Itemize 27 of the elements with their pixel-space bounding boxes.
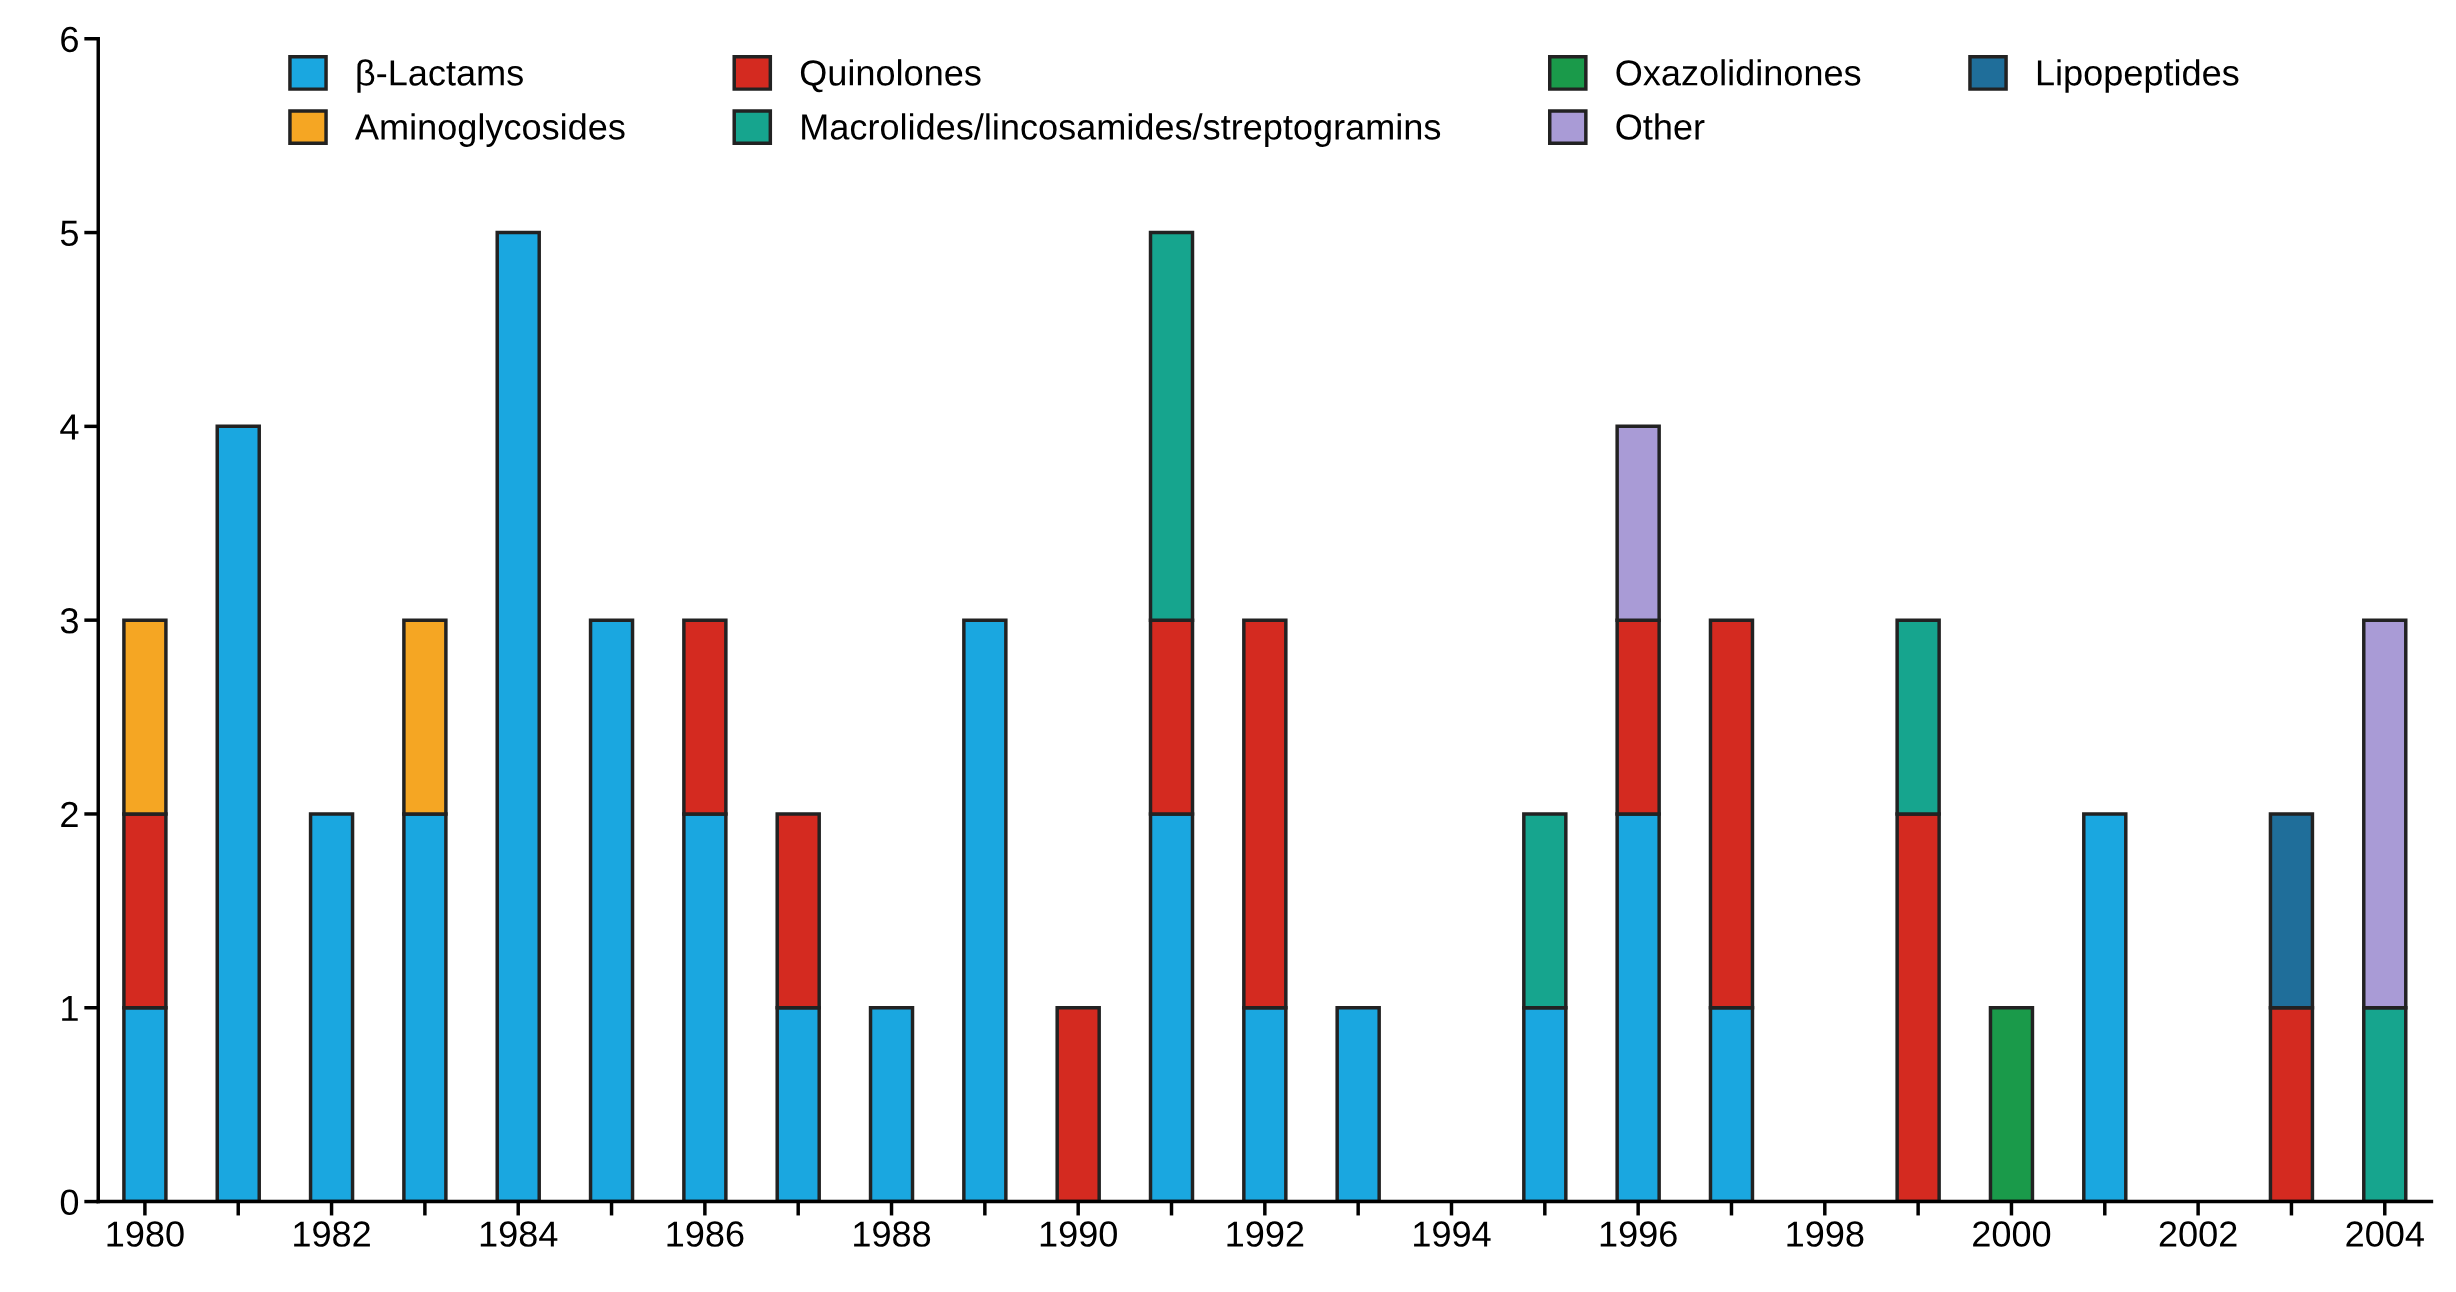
- x-tick-label: 1980: [107, 1221, 184, 1247]
- legend-label: Other: [1616, 113, 1705, 140]
- legend-label: Lipopeptides: [2037, 59, 2239, 93]
- x-tick-label: 1992: [1227, 1221, 1304, 1247]
- legend-label: β-Lactams: [357, 59, 523, 93]
- x-tick-label: 1986: [667, 1221, 744, 1247]
- x-tick-label: 1982: [294, 1221, 370, 1247]
- legend-label: Aminoglycosides: [355, 113, 625, 147]
- x-tick-label: 1988: [854, 1221, 931, 1247]
- y-tick-label: 5: [60, 220, 78, 246]
- y-tick-label: 2: [61, 801, 78, 828]
- x-tick-label: 1990: [1040, 1221, 1117, 1247]
- y-tick-label: 3: [60, 608, 78, 634]
- y-tick-label: 4: [60, 414, 79, 440]
- x-tick-label: 2002: [2159, 1221, 2237, 1247]
- x-tick-label: 1996: [1600, 1221, 1677, 1247]
- y-tick-label: 1: [62, 996, 78, 1021]
- legend-label: Oxazolidinones: [1616, 59, 1861, 86]
- legend-label: Macrolides/lincosamides/streptogramins: [802, 113, 1441, 147]
- legend-label: Quinolones: [800, 59, 981, 93]
- x-tick-label: 1984: [480, 1221, 558, 1247]
- x-tick-label: 1998: [1787, 1221, 1864, 1247]
- x-tick-label: 2004: [2346, 1221, 2424, 1247]
- x-tick-label: 1994: [1414, 1221, 1491, 1247]
- y-tick-label: 0: [60, 1189, 79, 1215]
- y-tick-label: 6: [61, 26, 78, 53]
- x-tick-label: 2000: [1973, 1221, 2051, 1247]
